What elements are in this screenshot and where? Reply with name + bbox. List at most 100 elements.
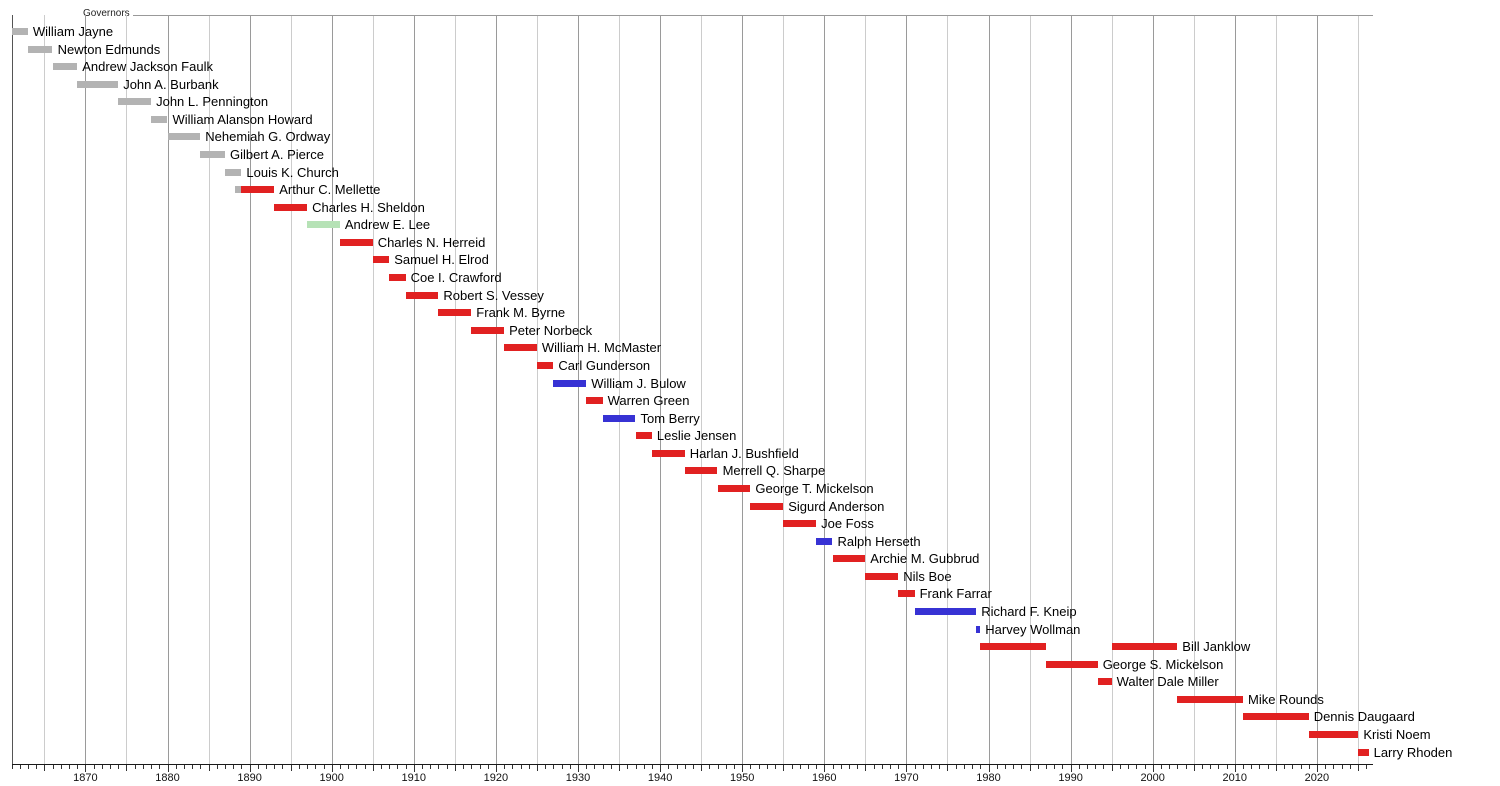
axis-tick [931, 765, 932, 769]
year-gridline [413, 15, 415, 764]
axis-tick [1087, 765, 1088, 769]
governor-label: Carl Gunderson [558, 357, 651, 373]
axis-tick [69, 765, 70, 769]
axis-tick [1095, 765, 1097, 769]
year-gridline [249, 15, 251, 764]
axis-year-label: 1990 [1058, 772, 1083, 784]
year-gridline [44, 15, 46, 764]
axis-tick [438, 765, 440, 769]
year-gridline [1234, 15, 1236, 764]
year-gridline [372, 15, 374, 764]
term-bar [1243, 713, 1309, 721]
year-gridline [495, 15, 497, 764]
axis-tick [167, 765, 169, 772]
term-bar [1358, 748, 1369, 756]
axis-tick [955, 765, 957, 769]
governor-label: Warren Green [607, 393, 690, 408]
axis-tick [840, 765, 842, 769]
axis-tick [487, 765, 489, 769]
axis-tick [1119, 765, 1121, 769]
governor-label: Frank Farrar [919, 586, 992, 602]
axis-tick [709, 765, 711, 769]
axis-tick [922, 765, 924, 769]
governor-label: Louis K. Church [246, 164, 339, 180]
year-gridline [660, 15, 662, 764]
axis-tick [619, 765, 620, 771]
axis-tick [1185, 765, 1187, 769]
governor-label: Andrew E. Lee [344, 217, 431, 233]
axis-tick [1021, 765, 1023, 769]
term-bar [438, 309, 472, 317]
year-gridline [1070, 15, 1072, 764]
term-bar [865, 572, 899, 580]
governor-label: Archie M. Gubbrud [870, 551, 980, 567]
axis-tick [495, 765, 497, 772]
axis-tick [1054, 765, 1056, 769]
governor-label: Frank M. Byrne [476, 305, 566, 321]
governor-label: Arthur C. Mellette [279, 182, 381, 198]
axis-tick [972, 765, 974, 769]
axis-tick [1037, 765, 1039, 769]
axis-tick [1169, 765, 1171, 769]
term-bar [750, 502, 784, 510]
term-bar [651, 449, 685, 457]
axis-tick [1160, 765, 1162, 769]
axis-tick [356, 765, 358, 769]
axis-tick [1308, 765, 1310, 769]
axis-year-label: 1980 [976, 772, 1001, 784]
governor-label: Sigurd Anderson [788, 498, 885, 514]
axis-tick [816, 765, 818, 769]
term-bar [717, 484, 751, 492]
axis-year-label: 1910 [401, 772, 427, 784]
axis-tick [676, 765, 678, 769]
axis-tick [651, 765, 653, 769]
term-bar [241, 186, 275, 194]
axis-tick [1046, 765, 1047, 769]
year-gridline [865, 15, 867, 764]
axis-tick [1177, 765, 1179, 769]
axis-year-label: 2020 [1304, 772, 1330, 784]
axis-year-label: 1950 [729, 772, 755, 784]
axis-tick [766, 765, 768, 769]
axis-tick [85, 765, 87, 772]
term-bar [684, 467, 718, 475]
governor-label: Gilbert A. Pierce [230, 147, 324, 162]
year-gridline [454, 15, 456, 764]
axis-tick [750, 765, 752, 769]
year-gridline [1152, 15, 1154, 764]
axis-tick [241, 765, 243, 769]
axis-tick [1234, 765, 1236, 772]
year-gridline [290, 15, 292, 764]
axis-tick [364, 765, 366, 769]
axis-tick [282, 765, 284, 769]
term-bar [27, 45, 53, 53]
governor-label: Robert S. Vessey [443, 287, 544, 303]
governor-label: Leslie Jensen [656, 428, 737, 444]
year-gridline [947, 15, 949, 764]
axis-tick [19, 765, 21, 769]
axis-tick [947, 765, 949, 771]
governor-label: Mike Rounds [1248, 691, 1324, 707]
axis-tick [52, 765, 54, 769]
axis-tick [668, 765, 670, 769]
axis-tick [307, 765, 309, 769]
governor-label: Merrell Q. Sharpe [722, 463, 826, 479]
governor-label: Walter Dale Miller [1116, 674, 1219, 690]
axis-tick [536, 765, 538, 771]
axis-tick [405, 765, 407, 769]
axis-tick [249, 765, 251, 772]
axis-tick [1128, 765, 1130, 769]
axis-tick [1103, 765, 1105, 769]
governor-label: Bill Janklow [1182, 639, 1251, 655]
term-bar [914, 607, 977, 615]
axis-tick [586, 765, 588, 769]
term-bar [274, 203, 307, 211]
axis-tick [151, 765, 153, 769]
axis-tick [233, 765, 235, 769]
year-gridline [701, 15, 703, 764]
governor-label: Newton Edmunds [57, 41, 161, 57]
axis-tick [1284, 765, 1286, 769]
axis-tick [939, 765, 941, 769]
term-bar [77, 80, 119, 88]
